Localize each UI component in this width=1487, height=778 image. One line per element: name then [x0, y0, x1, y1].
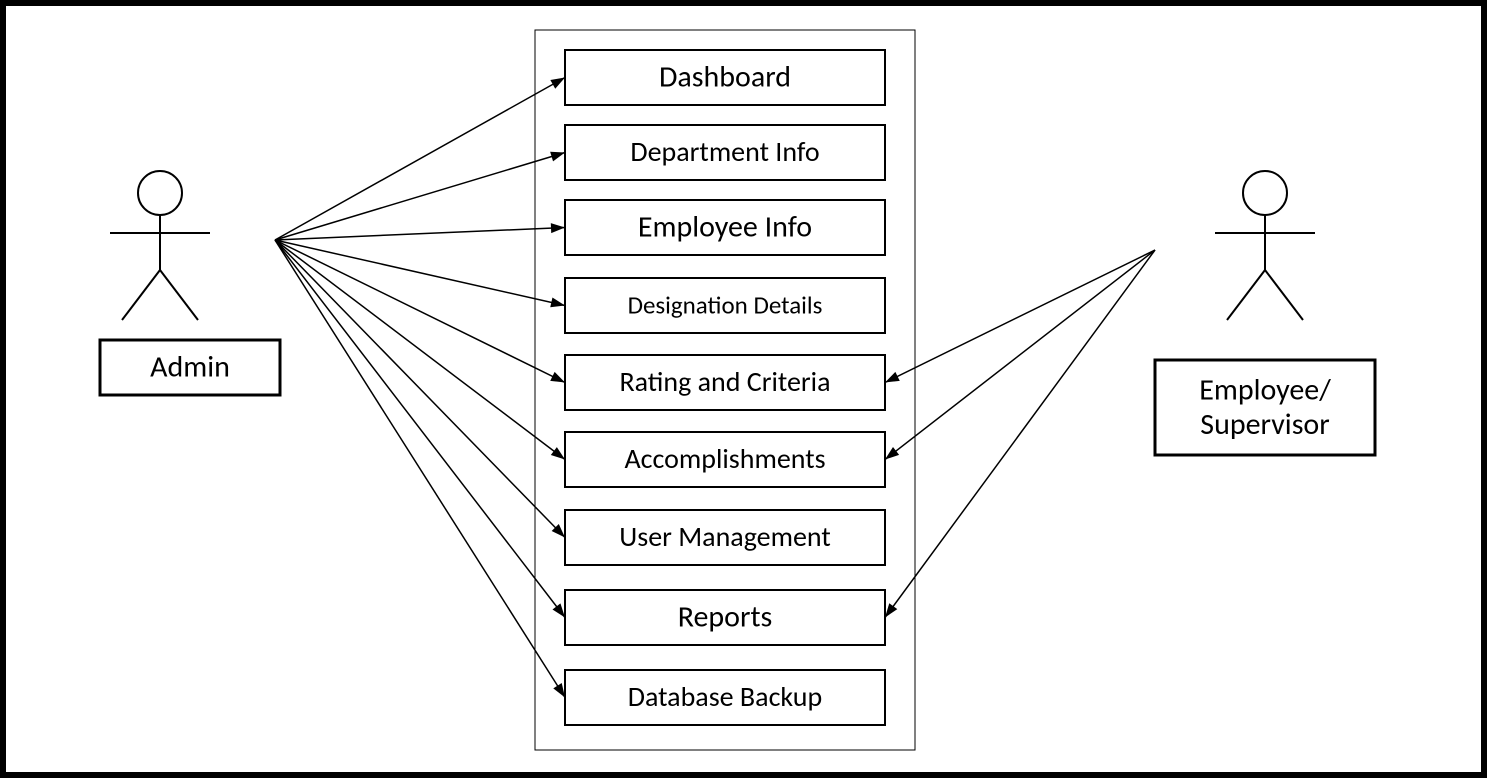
usecase-label: Dashboard	[659, 59, 791, 96]
usecase-label: Employee Info	[638, 209, 812, 246]
usecase-dashboard: Dashboard	[565, 50, 885, 105]
usecase-department-info: Department Info	[565, 125, 885, 180]
usecase-label: User Management	[619, 519, 830, 554]
usecase-accomplishments: Accomplishments	[565, 432, 885, 487]
usecases-layer: Dashboard Department Info Employee Info Des…	[565, 50, 885, 725]
usecase-label: Department Info	[630, 134, 819, 169]
actor-label: Supervisor	[1200, 406, 1329, 443]
usecase-rating-criteria: Rating and Criteria	[565, 355, 885, 410]
usecase-label: Accomplishments	[624, 441, 825, 476]
usecase-reports: Reports	[565, 590, 885, 645]
usecase-employee-info: Employee Info	[565, 200, 885, 255]
usecase-user-management: User Management	[565, 510, 885, 565]
usecase-label: Designation Details	[628, 289, 823, 320]
actor-label: Admin	[150, 349, 230, 386]
usecase-label: Reports	[678, 599, 773, 636]
usecase-database-backup: Database Backup	[565, 670, 885, 725]
use-case-diagram: Dashboard Department Info Employee Info Des…	[0, 0, 1487, 778]
usecase-label: Database Backup	[628, 679, 822, 714]
actor-label: Employee/	[1199, 371, 1331, 408]
usecase-label: Rating and Criteria	[619, 364, 830, 399]
usecase-designation-details: Designation Details	[565, 278, 885, 333]
